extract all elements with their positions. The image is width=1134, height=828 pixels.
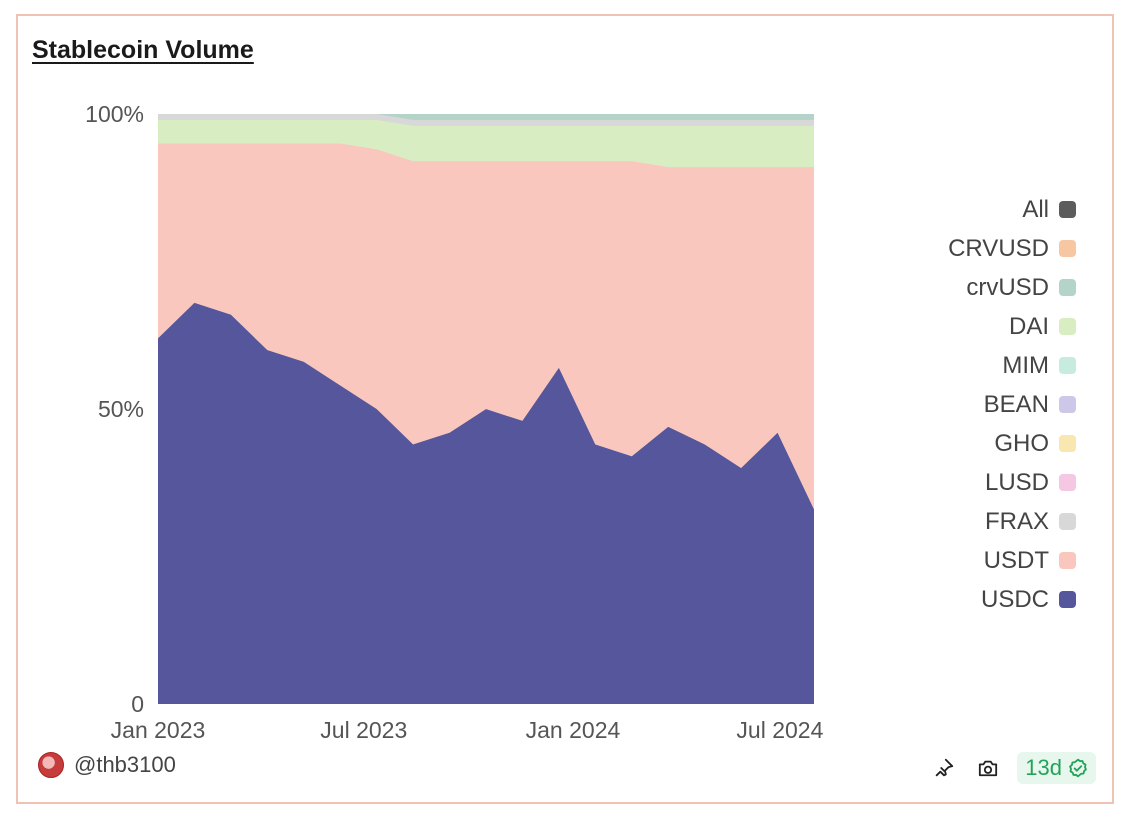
legend-swatch	[1059, 591, 1076, 608]
legend-label: USDT	[983, 546, 1049, 574]
legend-label: GHO	[994, 429, 1049, 457]
area-series-usdt[interactable]	[158, 143, 814, 510]
x-tick-label: Jul 2023	[320, 717, 407, 743]
legend-swatch	[1059, 396, 1076, 413]
x-tick-label: Jan 2023	[111, 717, 206, 743]
legend-item-all[interactable]: All	[948, 190, 1076, 229]
area-series-crvusd[interactable]	[158, 114, 814, 120]
legend-item-gho[interactable]: GHO	[948, 424, 1076, 463]
chart-legend: All CRVUSD crvUSD DAI MIM BEAN GHO LUSD FRAX USDT…	[948, 190, 1076, 619]
legend-swatch	[1059, 240, 1076, 257]
legend-item-lusd[interactable]: LUSD	[948, 463, 1076, 502]
legend-item-crvusd[interactable]: crvUSD	[948, 268, 1076, 307]
card-footer: @thb3100 13d	[38, 752, 1096, 786]
x-tick-label: Jan 2024	[526, 717, 621, 743]
y-tick-label: 100%	[85, 101, 144, 127]
legend-label: BEAN	[983, 390, 1049, 418]
legend-swatch	[1059, 552, 1076, 569]
legend-label: FRAX	[984, 507, 1049, 535]
legend-swatch	[1059, 318, 1076, 335]
legend-swatch	[1059, 474, 1076, 491]
legend-item-bean[interactable]: BEAN	[948, 385, 1076, 424]
legend-label: LUSD	[984, 468, 1049, 496]
author-link[interactable]: @thb3100	[38, 752, 176, 778]
pin-icon[interactable]	[929, 753, 959, 783]
legend-swatch	[1059, 201, 1076, 218]
age-badge[interactable]: 13d	[1017, 752, 1096, 784]
legend-swatch	[1059, 357, 1076, 374]
area-series-usdc[interactable]	[158, 302, 814, 704]
area-series-dai[interactable]	[158, 119, 814, 168]
legend-label: MIM	[1002, 351, 1049, 379]
legend-swatch	[1059, 279, 1076, 296]
age-badge-label: 13d	[1025, 755, 1062, 780]
legend-item-mim[interactable]: MIM	[948, 346, 1076, 385]
legend-swatch	[1059, 435, 1076, 452]
author-name: @thb3100	[74, 752, 176, 777]
check-circle-icon	[1069, 758, 1087, 778]
legend-swatch	[1059, 513, 1076, 530]
legend-label: DAI	[1008, 312, 1049, 340]
camera-icon[interactable]	[973, 753, 1003, 783]
avatar	[38, 752, 64, 778]
legend-item-usdt[interactable]: USDT	[948, 541, 1076, 580]
x-tick-label: Jul 2024	[736, 717, 823, 743]
legend-item-frax[interactable]: FRAX	[948, 502, 1076, 541]
legend-item-crvusd[interactable]: CRVUSD	[948, 229, 1076, 268]
legend-label: USDC	[980, 585, 1049, 613]
y-tick-label: 0	[131, 691, 144, 717]
legend-label: CRVUSD	[948, 234, 1049, 262]
y-tick-label: 50%	[98, 396, 144, 422]
legend-label: All	[1022, 195, 1049, 223]
chart-title[interactable]: Stablecoin Volume	[32, 36, 254, 64]
legend-label: crvUSD	[966, 273, 1049, 301]
legend-item-dai[interactable]: DAI	[948, 307, 1076, 346]
legend-item-usdc[interactable]: USDC	[948, 580, 1076, 619]
